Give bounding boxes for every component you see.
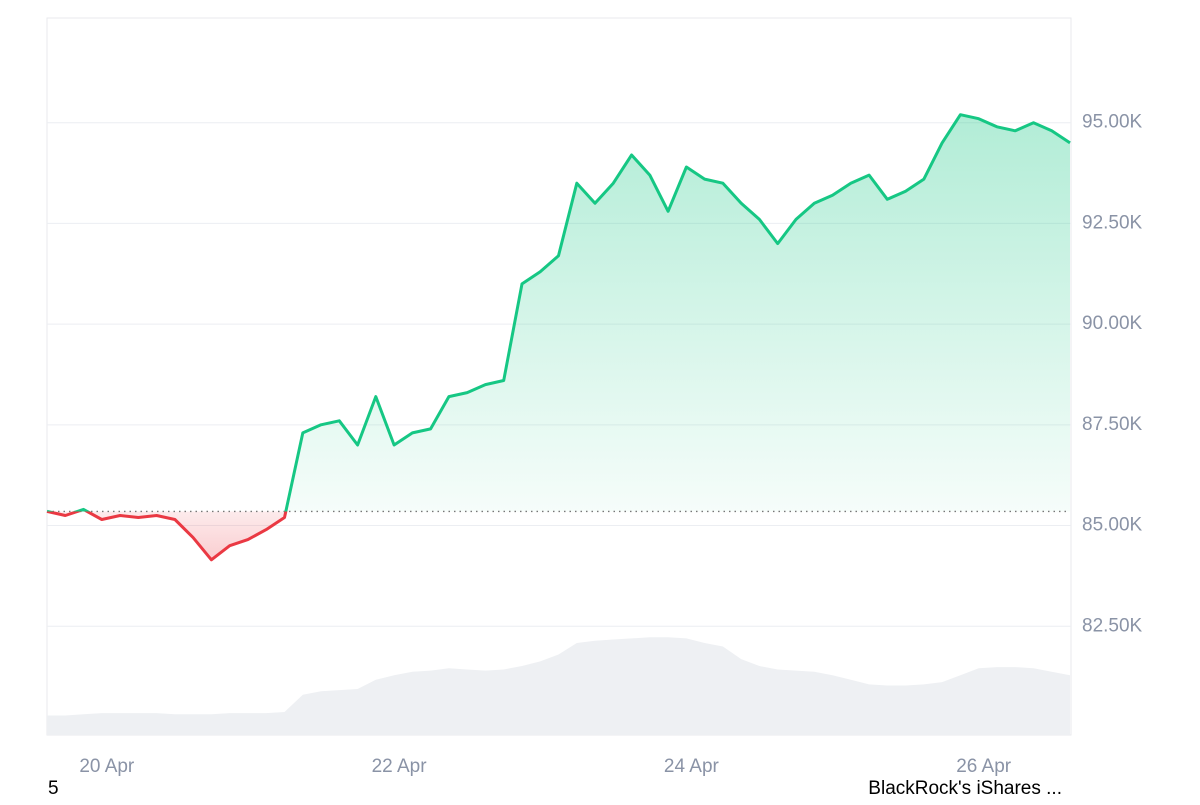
- y-tick-label: 92.50K: [1082, 212, 1143, 233]
- x-tick-label: 22 Apr: [372, 756, 428, 777]
- y-tick-label: 82.50K: [1082, 615, 1143, 636]
- x-tick-label: 26 Apr: [956, 756, 1012, 777]
- y-tick-label: 87.50K: [1082, 414, 1143, 435]
- x-tick-label: 20 Apr: [79, 756, 135, 777]
- price-line: [46, 113, 1071, 562]
- y-tick-label: 85.00K: [1082, 515, 1143, 536]
- volume-area: [47, 637, 1070, 735]
- footer-right: BlackRock's iShares ...: [868, 778, 1062, 799]
- price-area: [47, 114, 1070, 560]
- y-tick-label: 95.00K: [1082, 112, 1143, 133]
- footer-left: 5: [48, 778, 59, 799]
- y-tick-label: 90.00K: [1082, 313, 1143, 334]
- x-tick-label: 24 Apr: [664, 756, 720, 777]
